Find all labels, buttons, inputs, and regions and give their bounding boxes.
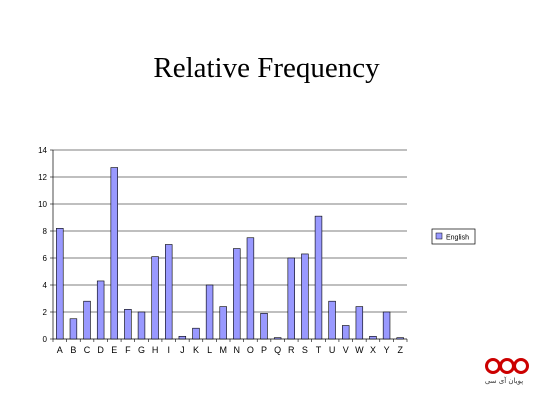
- y-tick-label: 12: [38, 173, 47, 182]
- y-tick-label: 0: [43, 335, 48, 344]
- bars: [56, 167, 404, 340]
- bar-R: [287, 257, 295, 340]
- bar-C: [83, 300, 91, 340]
- category-label: U: [329, 345, 336, 355]
- bar-M: [219, 306, 227, 340]
- category-label: H: [152, 345, 159, 355]
- legend-swatch: [435, 232, 443, 240]
- bar-N: [233, 248, 241, 340]
- category-label: Q: [274, 345, 281, 355]
- category-label: V: [343, 345, 349, 355]
- bar-G: [137, 311, 146, 340]
- bar-E: [110, 167, 118, 340]
- category-label: B: [70, 345, 76, 355]
- y-tick-label: 8: [43, 227, 48, 236]
- bar-J: [178, 335, 187, 340]
- bar-W: [355, 306, 364, 340]
- legend-box: [431, 228, 476, 245]
- logo-caption: پویان آی سی: [484, 377, 524, 385]
- bar-O: [246, 237, 255, 340]
- bar-Q: [273, 337, 282, 340]
- bar-F: [124, 308, 132, 340]
- category-label: L: [207, 345, 212, 355]
- bar-V: [342, 325, 350, 340]
- category-label: D: [97, 345, 104, 355]
- bar-S: [301, 253, 309, 340]
- axis-labels: 0 2 4 6 8 10 12 14 A B C D E F G H I J K L M N O P Q R S T U V W X Y Z: [38, 146, 403, 355]
- y-tick-label: 2: [43, 308, 48, 317]
- bar-K: [192, 327, 200, 340]
- gridlines: [53, 149, 407, 313]
- bar-H: [151, 256, 159, 340]
- category-label: T: [316, 345, 322, 355]
- y-tick-label: 10: [38, 200, 47, 209]
- category-label: S: [302, 345, 308, 355]
- category-label: J: [180, 345, 185, 355]
- legend: English: [431, 228, 476, 245]
- bar-L: [205, 284, 214, 340]
- category-label: G: [138, 345, 145, 355]
- y-tick-label: 4: [43, 281, 48, 290]
- category-label: M: [219, 345, 227, 355]
- category-label: W: [355, 345, 364, 355]
- category-label: X: [370, 345, 376, 355]
- category-label: Z: [397, 345, 403, 355]
- category-label: Y: [384, 345, 390, 355]
- category-label: F: [125, 345, 131, 355]
- category-label: A: [57, 345, 63, 355]
- bar-A: [56, 228, 64, 340]
- slide-title: Relative Frequency: [153, 52, 380, 84]
- bar-T: [314, 215, 323, 340]
- category-label: O: [247, 345, 254, 355]
- category-label: E: [111, 345, 117, 355]
- category-label: I: [167, 345, 170, 355]
- three-rings-logo-icon: [485, 358, 529, 374]
- category-label: R: [288, 345, 295, 355]
- bar-I: [165, 244, 173, 340]
- bar-X: [369, 335, 377, 340]
- legend-label-english: English: [446, 235, 469, 242]
- bar-D: [96, 280, 105, 340]
- bar-Y: [382, 311, 391, 340]
- category-label: P: [261, 345, 267, 355]
- bar-P: [260, 313, 268, 340]
- category-label: C: [84, 345, 91, 355]
- bar-B: [69, 318, 78, 340]
- category-label: N: [234, 345, 241, 355]
- bar-Z: [396, 337, 404, 340]
- y-tick-label: 6: [43, 254, 48, 263]
- y-tick-label: 14: [38, 146, 47, 155]
- bar-U: [328, 300, 336, 340]
- category-label: K: [193, 345, 199, 355]
